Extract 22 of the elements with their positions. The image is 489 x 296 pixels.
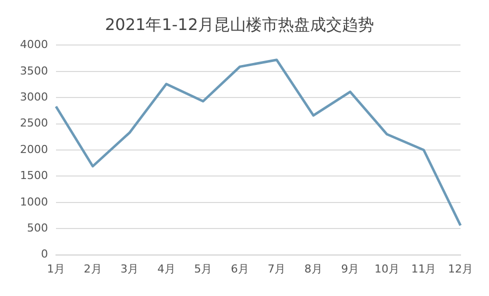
x-tick-label: 11月 bbox=[411, 262, 436, 276]
x-tick-label: 9月 bbox=[341, 262, 360, 276]
x-tick-label: 6月 bbox=[230, 262, 249, 276]
y-tick-label: 0 bbox=[40, 248, 48, 261]
y-tick-label: 2500 bbox=[20, 116, 48, 130]
y-tick-label: 1500 bbox=[20, 169, 48, 182]
x-tick-label: 12月 bbox=[448, 262, 473, 276]
x-tick-label: 2月 bbox=[84, 262, 102, 276]
x-tick-label: 5月 bbox=[194, 262, 212, 276]
chart-title: 2021年1-12月昆山楼市热盘成交趋势 bbox=[104, 14, 374, 34]
y-tick-label: 4000 bbox=[20, 38, 48, 52]
y-tick-label: 3000 bbox=[20, 90, 48, 104]
y-tick-label: 500 bbox=[26, 221, 48, 234]
x-tick-label: 4月 bbox=[157, 262, 176, 276]
x-tick-label: 3月 bbox=[120, 262, 139, 276]
x-tick-label: 8月 bbox=[304, 262, 322, 276]
y-tick-label: 1000 bbox=[20, 195, 48, 208]
x-tick-label: 10月 bbox=[374, 262, 400, 276]
y-tick-label: 3500 bbox=[20, 64, 48, 78]
x-tick-label: 7月 bbox=[268, 262, 286, 276]
y-tick-label: 2000 bbox=[20, 142, 48, 156]
x-tick-label: 1月 bbox=[46, 262, 65, 276]
